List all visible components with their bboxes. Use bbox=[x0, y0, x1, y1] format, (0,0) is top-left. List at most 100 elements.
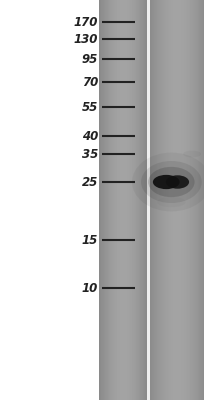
Text: 15: 15 bbox=[82, 234, 98, 246]
Bar bbox=[155, 0, 156, 400]
Bar bbox=[138, 0, 139, 400]
Bar bbox=[180, 0, 181, 400]
Bar bbox=[108, 0, 109, 400]
Ellipse shape bbox=[148, 167, 195, 197]
Bar bbox=[133, 0, 134, 400]
Bar bbox=[172, 0, 173, 400]
Bar bbox=[116, 0, 117, 400]
Bar bbox=[129, 0, 130, 400]
Bar bbox=[110, 0, 111, 400]
Bar bbox=[164, 0, 165, 400]
Bar bbox=[145, 0, 146, 400]
Bar bbox=[128, 0, 129, 400]
Bar bbox=[121, 0, 122, 400]
Bar bbox=[134, 0, 135, 400]
Bar bbox=[189, 0, 190, 400]
Ellipse shape bbox=[141, 161, 202, 203]
Bar bbox=[99, 0, 147, 400]
Bar bbox=[181, 0, 182, 400]
Text: 25: 25 bbox=[82, 176, 98, 188]
Bar bbox=[196, 0, 197, 400]
Ellipse shape bbox=[166, 175, 189, 189]
Bar bbox=[101, 0, 102, 400]
Bar bbox=[124, 0, 125, 400]
Bar bbox=[114, 0, 115, 400]
Text: 170: 170 bbox=[74, 16, 98, 28]
Bar bbox=[174, 0, 175, 400]
Bar bbox=[177, 0, 178, 400]
Bar bbox=[179, 0, 180, 400]
Bar bbox=[202, 0, 203, 400]
Bar bbox=[159, 0, 160, 400]
Bar bbox=[158, 0, 159, 400]
Bar bbox=[113, 0, 114, 400]
Bar bbox=[167, 0, 168, 400]
Bar bbox=[178, 0, 179, 400]
Bar bbox=[171, 0, 172, 400]
Bar bbox=[152, 0, 153, 400]
Bar bbox=[102, 0, 103, 400]
Bar bbox=[153, 0, 154, 400]
Text: 55: 55 bbox=[82, 101, 98, 114]
Bar bbox=[106, 0, 107, 400]
Bar bbox=[105, 0, 106, 400]
Ellipse shape bbox=[153, 175, 180, 189]
Bar bbox=[147, 0, 150, 400]
Bar bbox=[100, 0, 101, 400]
Bar bbox=[132, 0, 133, 400]
Bar bbox=[170, 0, 171, 400]
Bar bbox=[200, 0, 201, 400]
Bar bbox=[122, 0, 123, 400]
Bar bbox=[118, 0, 119, 400]
Bar bbox=[194, 0, 195, 400]
Bar bbox=[146, 0, 147, 400]
Bar bbox=[131, 0, 132, 400]
Bar bbox=[192, 0, 193, 400]
Bar bbox=[120, 0, 121, 400]
Bar bbox=[188, 0, 189, 400]
Bar bbox=[161, 0, 162, 400]
Bar bbox=[186, 0, 187, 400]
Bar bbox=[136, 0, 137, 400]
Bar bbox=[117, 0, 118, 400]
Text: 35: 35 bbox=[82, 148, 98, 160]
Bar bbox=[203, 0, 204, 400]
Bar bbox=[197, 0, 198, 400]
Bar bbox=[99, 0, 100, 400]
Bar bbox=[175, 0, 176, 400]
Bar bbox=[141, 0, 142, 400]
Ellipse shape bbox=[183, 151, 201, 157]
Bar bbox=[198, 0, 200, 400]
Ellipse shape bbox=[132, 153, 204, 212]
Bar bbox=[143, 0, 144, 400]
Bar bbox=[162, 0, 163, 400]
Text: 130: 130 bbox=[74, 33, 98, 46]
Bar bbox=[151, 0, 152, 400]
Bar bbox=[142, 0, 143, 400]
Bar bbox=[109, 0, 110, 400]
Bar bbox=[125, 0, 126, 400]
Bar bbox=[185, 0, 186, 400]
Bar bbox=[112, 0, 113, 400]
Bar bbox=[144, 0, 145, 400]
Bar bbox=[201, 0, 202, 400]
Ellipse shape bbox=[157, 197, 186, 207]
Bar bbox=[168, 0, 169, 400]
Bar bbox=[191, 0, 192, 400]
Bar bbox=[119, 0, 120, 400]
Bar bbox=[176, 0, 177, 400]
Bar bbox=[169, 0, 170, 400]
Bar bbox=[150, 0, 204, 400]
Bar bbox=[154, 0, 155, 400]
Bar bbox=[166, 0, 167, 400]
Bar bbox=[115, 0, 116, 400]
Bar bbox=[183, 0, 184, 400]
Bar bbox=[163, 0, 164, 400]
Bar bbox=[107, 0, 108, 400]
Bar bbox=[173, 0, 174, 400]
Bar bbox=[195, 0, 196, 400]
Bar bbox=[190, 0, 191, 400]
Bar bbox=[160, 0, 161, 400]
Bar bbox=[130, 0, 131, 400]
Bar bbox=[127, 0, 128, 400]
